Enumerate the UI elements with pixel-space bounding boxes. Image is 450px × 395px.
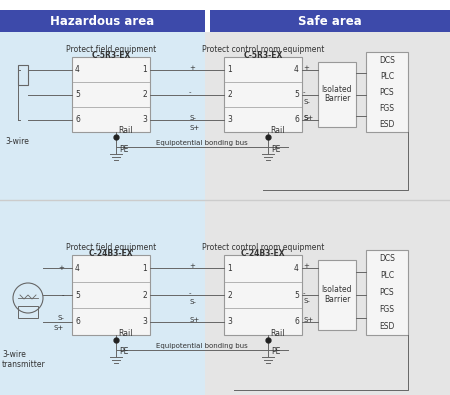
Text: PLC: PLC (380, 271, 394, 280)
Text: -: - (189, 290, 192, 296)
Text: -: - (303, 90, 306, 96)
Bar (0, 200, 205, 395)
Text: C-24B3-EX: C-24B3-EX (241, 248, 285, 258)
Text: S+: S+ (303, 317, 313, 323)
Text: 6: 6 (75, 115, 80, 124)
Text: C-24B3-EX: C-24B3-EX (89, 248, 133, 258)
Text: Rail: Rail (118, 126, 132, 135)
Text: 3-wire
transmitter: 3-wire transmitter (2, 350, 46, 369)
Bar (210, 10, 450, 32)
Text: -: - (62, 292, 64, 298)
Text: PE: PE (271, 145, 280, 154)
Text: PLC: PLC (380, 71, 394, 81)
Text: S+: S+ (189, 317, 199, 323)
Text: S-: S- (303, 115, 310, 120)
Text: Isolated: Isolated (322, 286, 352, 295)
Text: Equipotential bonding bus: Equipotential bonding bus (156, 343, 248, 349)
Text: 2: 2 (142, 290, 147, 299)
Text: 1: 1 (227, 264, 232, 273)
Bar (0, 10, 205, 32)
Bar (318, 260, 356, 330)
Text: S+: S+ (189, 124, 199, 130)
Bar (366, 52, 408, 132)
Text: 5: 5 (75, 290, 80, 299)
Text: S+: S+ (303, 115, 313, 120)
Text: +: + (189, 64, 195, 70)
Text: 5: 5 (294, 290, 299, 299)
Text: 3: 3 (142, 317, 147, 326)
Text: Isolated: Isolated (322, 85, 352, 94)
Text: 5: 5 (75, 90, 80, 99)
Text: Rail: Rail (118, 329, 132, 338)
Bar (72, 57, 150, 132)
Text: 4: 4 (75, 65, 80, 74)
Text: S-: S- (189, 115, 196, 120)
Text: 6: 6 (294, 317, 299, 326)
Text: S-: S- (303, 298, 310, 304)
Bar (205, 32, 450, 200)
Text: PE: PE (119, 145, 128, 154)
Text: C-5R3-EX: C-5R3-EX (91, 51, 130, 60)
Text: +: + (189, 263, 195, 269)
Text: PE: PE (271, 348, 280, 357)
Text: Protect field equipment: Protect field equipment (66, 45, 156, 53)
Text: ESD: ESD (379, 120, 395, 128)
Bar (18, 65, 28, 85)
Text: 1: 1 (142, 65, 147, 74)
Text: 4: 4 (294, 264, 299, 273)
Text: -: - (303, 290, 306, 296)
Text: Barrier: Barrier (324, 295, 350, 303)
Text: 4: 4 (294, 65, 299, 74)
Text: 2: 2 (227, 290, 232, 299)
Bar (224, 255, 302, 335)
Bar (205, 200, 450, 395)
Text: -: - (189, 90, 192, 96)
Text: ESD: ESD (379, 322, 395, 331)
Text: S-: S- (57, 315, 64, 321)
Text: Rail: Rail (270, 126, 284, 135)
Text: 6: 6 (294, 115, 299, 124)
Text: Hazardous area: Hazardous area (50, 15, 155, 28)
Text: 3: 3 (227, 317, 232, 326)
Bar (224, 57, 302, 132)
Text: 3: 3 (227, 115, 232, 124)
Text: Equipotential bonding bus: Equipotential bonding bus (156, 140, 248, 146)
Text: 1: 1 (142, 264, 147, 273)
Bar (318, 62, 356, 127)
Text: C-5R3-EX: C-5R3-EX (243, 51, 283, 60)
Bar (0, 32, 205, 200)
Text: S+: S+ (54, 325, 64, 331)
Text: +: + (58, 265, 64, 271)
Bar (366, 250, 408, 335)
Text: DCS: DCS (379, 56, 395, 64)
Text: 1: 1 (227, 65, 232, 74)
Bar (72, 255, 150, 335)
Text: PCS: PCS (380, 88, 394, 96)
Text: Protect control room equipment: Protect control room equipment (202, 45, 324, 53)
Text: Safe area: Safe area (298, 15, 362, 28)
Text: DCS: DCS (379, 254, 395, 263)
Text: FGS: FGS (379, 305, 395, 314)
Text: Barrier: Barrier (324, 94, 350, 103)
Text: S-: S- (189, 299, 196, 305)
Text: 6: 6 (75, 317, 80, 326)
Text: 3-wire: 3-wire (5, 137, 29, 146)
Text: FGS: FGS (379, 103, 395, 113)
Text: S-: S- (303, 98, 310, 105)
Text: PCS: PCS (380, 288, 394, 297)
Bar (18, 306, 38, 318)
Text: 4: 4 (75, 264, 80, 273)
Text: +: + (303, 64, 309, 70)
Text: 2: 2 (227, 90, 232, 99)
Text: Rail: Rail (270, 329, 284, 338)
Text: 5: 5 (294, 90, 299, 99)
Text: Protect field equipment: Protect field equipment (66, 243, 156, 252)
Text: 3: 3 (142, 115, 147, 124)
Text: PE: PE (119, 348, 128, 357)
Text: Protect control room equipment: Protect control room equipment (202, 243, 324, 252)
Text: 2: 2 (142, 90, 147, 99)
Text: +: + (303, 263, 309, 269)
